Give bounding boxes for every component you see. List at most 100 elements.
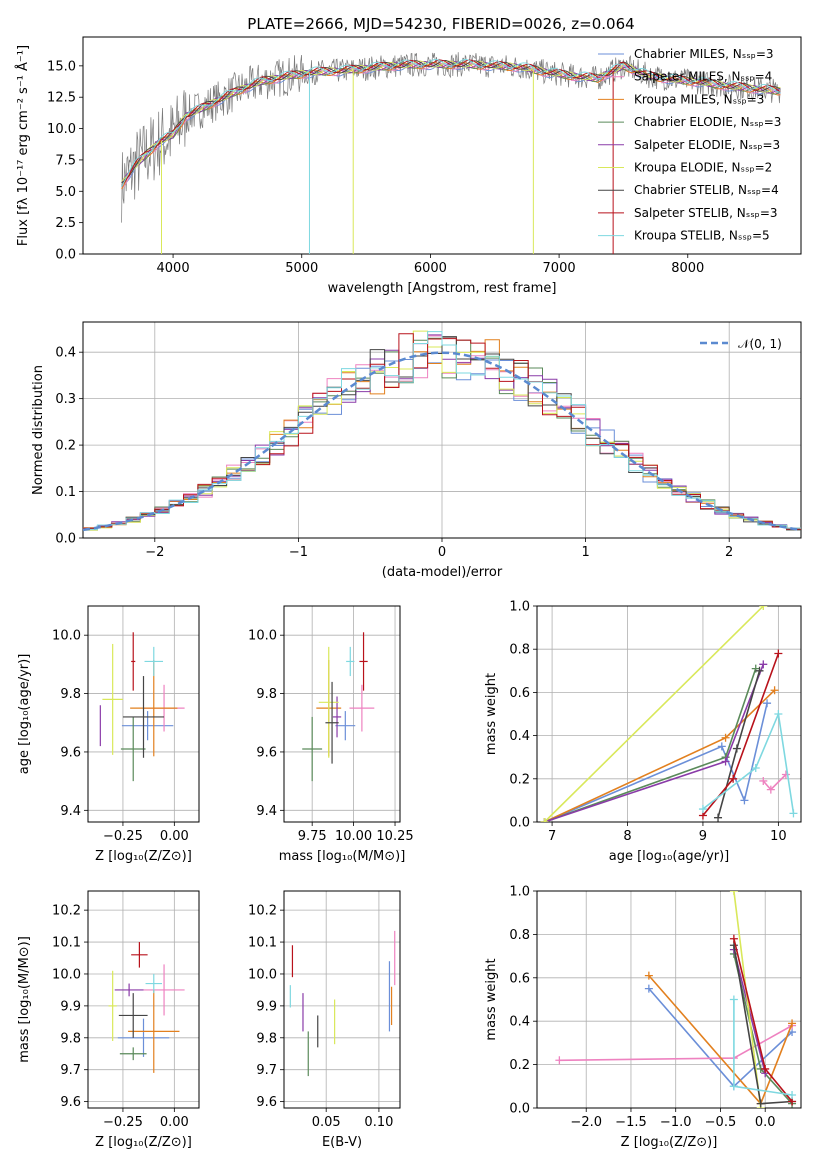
- y-tick-label: 1.0: [509, 600, 530, 615]
- y-tick-label: 9.4: [256, 804, 277, 819]
- weight-series-line: [733, 945, 793, 1105]
- axes-frame: [536, 605, 802, 823]
- weight-point-marker: [756, 1099, 765, 1108]
- y-axis-label: Flux [fλ 10⁻¹⁷ erg cm⁻² s⁻¹ Å⁻¹]: [15, 45, 31, 246]
- y-tick-label: 0.6: [509, 686, 530, 701]
- residual-histogram: [83, 330, 801, 531]
- weight-point-marker: [644, 971, 653, 980]
- y-tick-label: 15.0: [47, 59, 76, 74]
- x-tick-label: 10: [770, 829, 787, 844]
- weight-point-marker: [714, 813, 723, 822]
- x-axis-label: Z [log₁₀(Z/Z⊙)]: [621, 1135, 718, 1150]
- weight-point-marker: [644, 984, 653, 993]
- y-tick-label: 10.0: [52, 629, 81, 644]
- normal-distribution-curve: [82, 351, 802, 532]
- weight-point-marker: [751, 764, 760, 772]
- axes-frame: [87, 890, 200, 1109]
- x-tick-label: −0.5: [705, 1115, 737, 1130]
- x-axis-label: age [log₁₀(age/yr)]: [609, 849, 730, 864]
- y-tick-label: 7.5: [55, 153, 76, 168]
- y-tick-label: 9.8: [256, 687, 277, 702]
- y-tick-label: 0.0: [509, 1102, 530, 1117]
- y-tick-label: 5.0: [55, 185, 76, 200]
- spectrum-plot: 4000 5000 6000 7000 8000 0.0 2.5 5.0 7.5 10.0 12.5…: [15, 36, 802, 296]
- legend-entry: Chabrier STELIB, Nₛₛₚ=4: [634, 183, 779, 197]
- spectrum-title: PLATE=2666, MJD=54230, FIBERID=0026, z=0…: [247, 15, 634, 33]
- y-tick-label: 9.9: [256, 999, 277, 1014]
- weight-series-line: [717, 670, 761, 818]
- weight-point-marker: [721, 733, 730, 742]
- x-tick-label: 7000: [543, 261, 576, 276]
- y-tick-label: 0.4: [509, 729, 530, 744]
- y-tick-label: 10.2: [248, 904, 277, 919]
- x-tick-label: −1: [289, 545, 308, 560]
- age-vs-mass-plot: 9.75 10.00 10.25 9.4 9.6 9.8 10.0 mass [log₁₀(M…: [248, 605, 414, 864]
- weight-point-marker: [759, 776, 768, 785]
- y-tick-label: 9.8: [60, 1031, 81, 1046]
- y-tick-label: 9.6: [256, 1095, 277, 1110]
- x-tick-label: 5000: [285, 261, 318, 276]
- residual-histogram: [83, 331, 801, 530]
- x-tick-label: 0.10: [364, 1115, 393, 1130]
- y-tick-label: 0.1: [55, 485, 76, 500]
- x-tick-label: 0: [438, 545, 446, 560]
- weight-lines: [555, 891, 797, 1108]
- x-tick-label: 9.75: [298, 829, 327, 844]
- x-tick-label: 7: [548, 829, 556, 844]
- model-spectrum-line: [121, 63, 781, 188]
- axes-frame: [87, 605, 200, 823]
- y-tick-label: 2.5: [55, 216, 76, 231]
- model-spectrum-line: [121, 59, 781, 186]
- y-tick-label: 9.6: [256, 745, 277, 760]
- x-tick-label: 6000: [414, 261, 447, 276]
- legend-entry: 𝒩(0, 1): [738, 337, 782, 351]
- weight-point-marker: [721, 757, 730, 766]
- y-tick-label: 0.2: [509, 772, 530, 787]
- axes-frame: [283, 605, 401, 823]
- x-tick-label: 8: [623, 829, 631, 844]
- x-tick-label: 4000: [157, 261, 190, 276]
- mass-vs-metallicity-plot: −0.25 0.00 9.6 9.7 9.8 9.9 10.0 10.1 10.2 Z [log₁…: [17, 890, 200, 1150]
- y-tick-label: 1.0: [509, 885, 530, 900]
- weight-point-marker: [759, 660, 768, 669]
- legend-entry: Chabrier MILES, Nₛₛₚ=3: [634, 47, 774, 61]
- weight-point-marker: [729, 1082, 738, 1091]
- y-tick-label: 0.0: [55, 248, 76, 263]
- axes-frame: [82, 36, 802, 255]
- weight-series-line: [762, 773, 787, 791]
- weight-point-marker: [729, 995, 738, 1004]
- weight-point-marker: [729, 891, 738, 895]
- y-tick-label: 9.4: [60, 804, 81, 819]
- axes-frame: [536, 890, 802, 1109]
- weight-point-marker: [788, 1019, 797, 1028]
- age-vs-metallicity-plot: −0.25 0.00 9.4 9.6 9.8 10.0 Z [log₁₀(Z/Z⊙)] age…: [17, 605, 200, 864]
- weight-vs-metallicity-plot: −2.0 −1.5 −1.0 −0.5 0.0 0.0 0.2 0.4 0.6 0.8 1.0 Z […: [484, 885, 802, 1150]
- y-tick-label: 12.5: [47, 91, 76, 106]
- legend-entry: Salpeter STELIB, Nₛₛₚ=3: [634, 206, 778, 220]
- y-axis-label: mass weight: [484, 673, 499, 755]
- y-tick-label: 9.8: [60, 687, 81, 702]
- weight-point-marker: [717, 742, 726, 751]
- legend-entry: Kroupa ELODIE, Nₛₛₚ=2: [634, 161, 772, 175]
- y-tick-label: 9.7: [60, 1063, 81, 1078]
- x-axis-label: E(B-V): [322, 1135, 362, 1150]
- y-tick-label: 10.1: [248, 936, 277, 951]
- x-tick-label: −2.0: [570, 1115, 602, 1130]
- x-axis-label: mass [log₁₀(M/M⊙)]: [279, 849, 406, 864]
- weight-point-marker: [789, 809, 798, 818]
- x-tick-label: −1.0: [660, 1115, 692, 1130]
- weight-lines: [540, 606, 798, 822]
- weight-point-marker: [788, 1090, 797, 1099]
- weight-point-marker: [540, 818, 549, 822]
- y-tick-label: 10.0: [52, 967, 81, 982]
- x-tick-label: 0.00: [160, 829, 189, 844]
- weight-series-line: [544, 689, 776, 822]
- y-axis-label: mass weight: [484, 958, 499, 1040]
- axes-frame: [82, 321, 802, 539]
- x-axis-label: (data-model)/error: [382, 565, 503, 580]
- weight-series-line: [544, 703, 768, 822]
- axes-frame: [283, 890, 401, 1109]
- y-tick-label: 9.8: [256, 1031, 277, 1046]
- x-tick-label: −0.25: [103, 1115, 143, 1130]
- x-tick-label: 9: [699, 829, 707, 844]
